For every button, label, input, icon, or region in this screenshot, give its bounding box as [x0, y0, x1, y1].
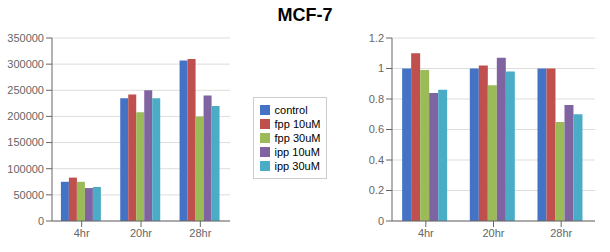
svg-text:250000: 250000 [8, 84, 44, 96]
svg-text:0.8: 0.8 [369, 93, 384, 105]
svg-text:200000: 200000 [8, 110, 44, 122]
svg-text:0.6: 0.6 [369, 123, 384, 135]
svg-text:20hr: 20hr [130, 227, 152, 239]
html-text:ipp 10uM: ipp 10uM [274, 145, 320, 158]
svg-text:4hr: 4hr [418, 227, 434, 239]
svg-text:150000: 150000 [8, 136, 44, 148]
svg-text:100000: 100000 [8, 163, 44, 175]
svg-text:350000: 350000 [8, 32, 44, 44]
svg-text:28hr: 28hr [550, 227, 572, 239]
svg-text:0: 0 [378, 215, 384, 227]
svg-text:300000: 300000 [8, 58, 44, 70]
html-text:ipp 30uM: ipp 30uM [274, 159, 320, 172]
html-text:fpp 10uM: fpp 10uM [274, 117, 321, 130]
html-text:MCF-7: MCF-7 [277, 5, 333, 25]
svg-text:50000: 50000 [13, 189, 44, 201]
svg-text:0: 0 [38, 215, 44, 227]
svg-text:0.4: 0.4 [369, 154, 384, 166]
svg-text:0.2: 0.2 [369, 184, 384, 196]
svg-text:1: 1 [378, 62, 384, 74]
html-text:control: control [274, 103, 308, 116]
svg-text:1.2: 1.2 [369, 32, 384, 44]
svg-text:4hr: 4hr [74, 227, 90, 239]
svg-text:28hr: 28hr [189, 227, 211, 239]
html-text:fpp 30uM: fpp 30uM [274, 131, 321, 144]
svg-text:20hr: 20hr [482, 227, 504, 239]
